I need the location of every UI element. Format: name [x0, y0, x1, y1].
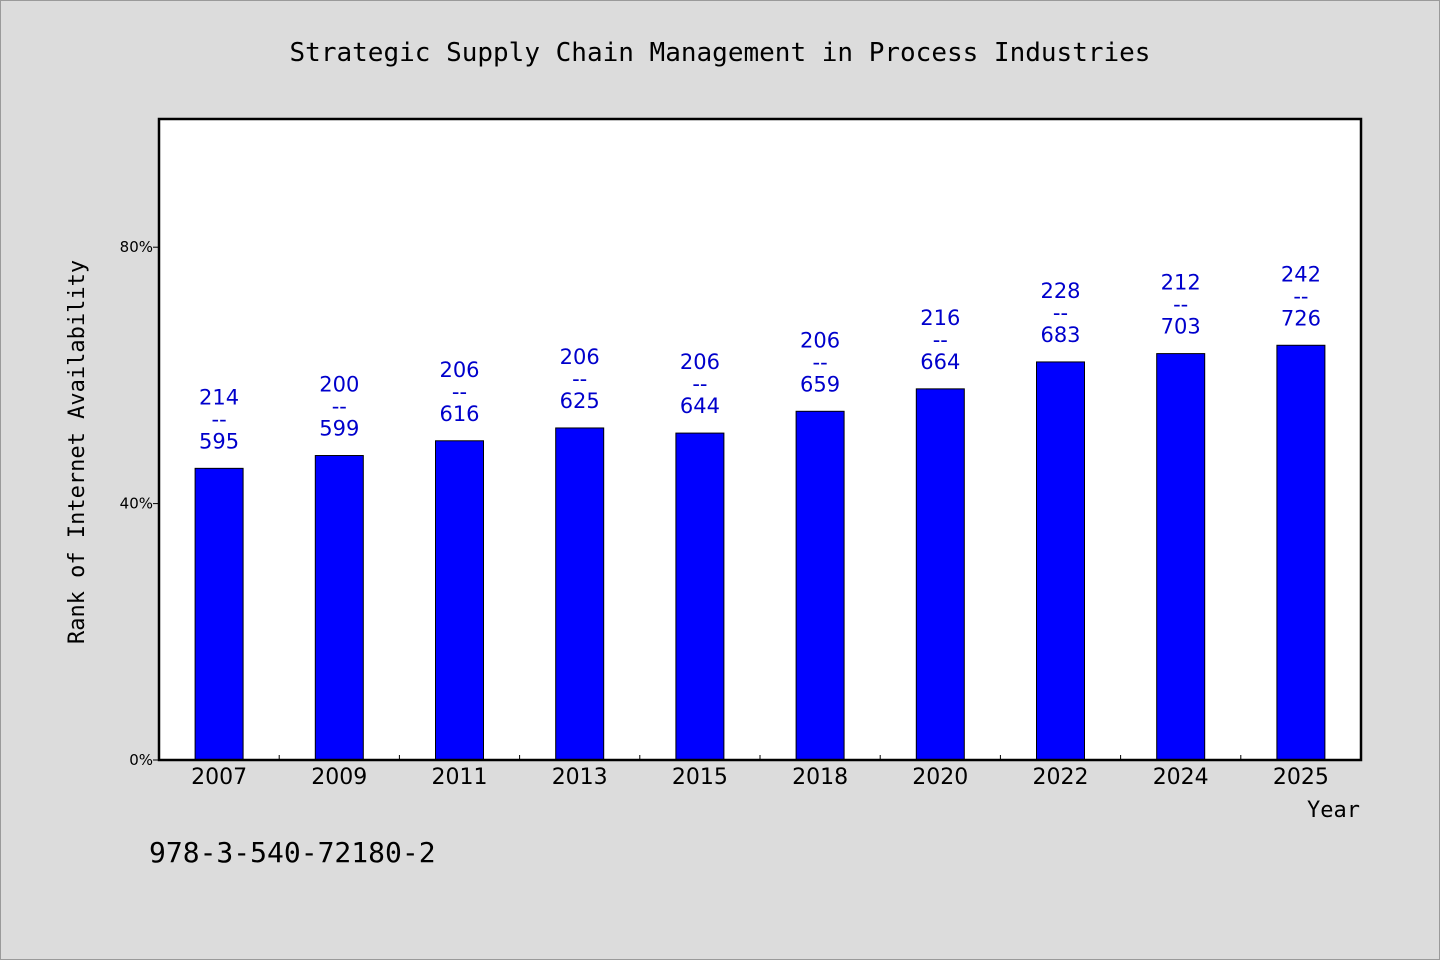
x-tick-label-2022: 2022: [1033, 765, 1089, 790]
x-tick-label-2020: 2020: [912, 765, 968, 790]
data-label-bottom-2020: 664: [920, 350, 960, 374]
isbn-footnote: 978-3-540-72180-2: [149, 836, 436, 869]
bar-2025: [1276, 344, 1326, 761]
bars-layer: [194, 344, 1326, 761]
bar-2015: [675, 432, 725, 761]
x-tick-label-2011: 2011: [432, 765, 488, 790]
data-label-bottom-2022: 683: [1040, 323, 1080, 347]
data-label-top-2013: 206: [560, 345, 600, 369]
data-label-top-2011: 206: [439, 358, 479, 382]
data-label-bottom-2009: 599: [319, 417, 359, 441]
bar-2018: [795, 410, 845, 761]
y-axis-title: Rank of Internet Availability: [65, 260, 90, 644]
data-labels-layer: 214--595200--599206--616206--625206--644…: [199, 262, 1321, 453]
data-label-bottom-2007: 595: [199, 429, 239, 453]
data-label-sep-2022: --: [1053, 301, 1068, 325]
bar-2013: [555, 427, 605, 761]
data-label-top-2025: 242: [1281, 262, 1321, 286]
y-tick-label-40: 40%: [120, 495, 153, 513]
y-axis: 0% 40% 80%: [120, 238, 159, 769]
data-label-bottom-2018: 659: [800, 372, 840, 396]
data-label-top-2024: 212: [1161, 271, 1201, 295]
data-label-bottom-2011: 616: [439, 402, 479, 426]
data-label-sep-2024: --: [1173, 293, 1188, 317]
x-tick-label-2024: 2024: [1153, 765, 1209, 790]
bar-2022: [1036, 361, 1085, 761]
data-label-top-2009: 200: [319, 373, 359, 397]
bar-2009: [314, 455, 364, 761]
x-tick-label-2007: 2007: [191, 765, 247, 790]
data-label-sep-2011: --: [452, 380, 467, 404]
x-tick-label-2013: 2013: [552, 765, 608, 790]
bar-2020: [915, 388, 965, 761]
bar-2024: [1156, 353, 1206, 761]
data-label-sep-2015: --: [692, 372, 707, 396]
data-label-bottom-2024: 703: [1161, 315, 1201, 339]
bar-2011: [435, 440, 484, 761]
data-label-top-2020: 216: [920, 306, 960, 330]
data-label-top-2007: 214: [199, 385, 239, 409]
data-label-top-2015: 206: [680, 350, 720, 374]
x-tick-label-2015: 2015: [672, 765, 728, 790]
x-axis: 2007 2009 2011 2013 2015 2018 2020 2022 2024 2025: [191, 755, 1329, 790]
data-label-sep-2025: --: [1293, 284, 1308, 308]
x-tick-label-2025: 2025: [1273, 765, 1329, 790]
data-label-bottom-2015: 644: [680, 394, 720, 418]
data-label-bottom-2025: 726: [1281, 306, 1321, 330]
data-label-sep-2018: --: [813, 350, 828, 374]
x-tick-label-2018: 2018: [792, 765, 848, 790]
y-tick-label-80: 80%: [120, 238, 153, 256]
x-tick-label-2009: 2009: [311, 765, 367, 790]
data-label-sep-2009: --: [332, 395, 347, 419]
data-label-sep-2013: --: [572, 367, 587, 391]
data-label-sep-2020: --: [933, 328, 948, 352]
chart-title: Strategic Supply Chain Management in Pro…: [290, 38, 1151, 68]
x-axis-title: Year: [1307, 798, 1360, 823]
bar-2007: [194, 467, 244, 761]
data-label-top-2018: 206: [800, 328, 840, 352]
data-label-bottom-2013: 625: [560, 389, 600, 413]
data-label-top-2022: 228: [1040, 279, 1080, 303]
data-label-sep-2007: --: [212, 407, 227, 431]
y-tick-label-0: 0%: [129, 751, 153, 769]
